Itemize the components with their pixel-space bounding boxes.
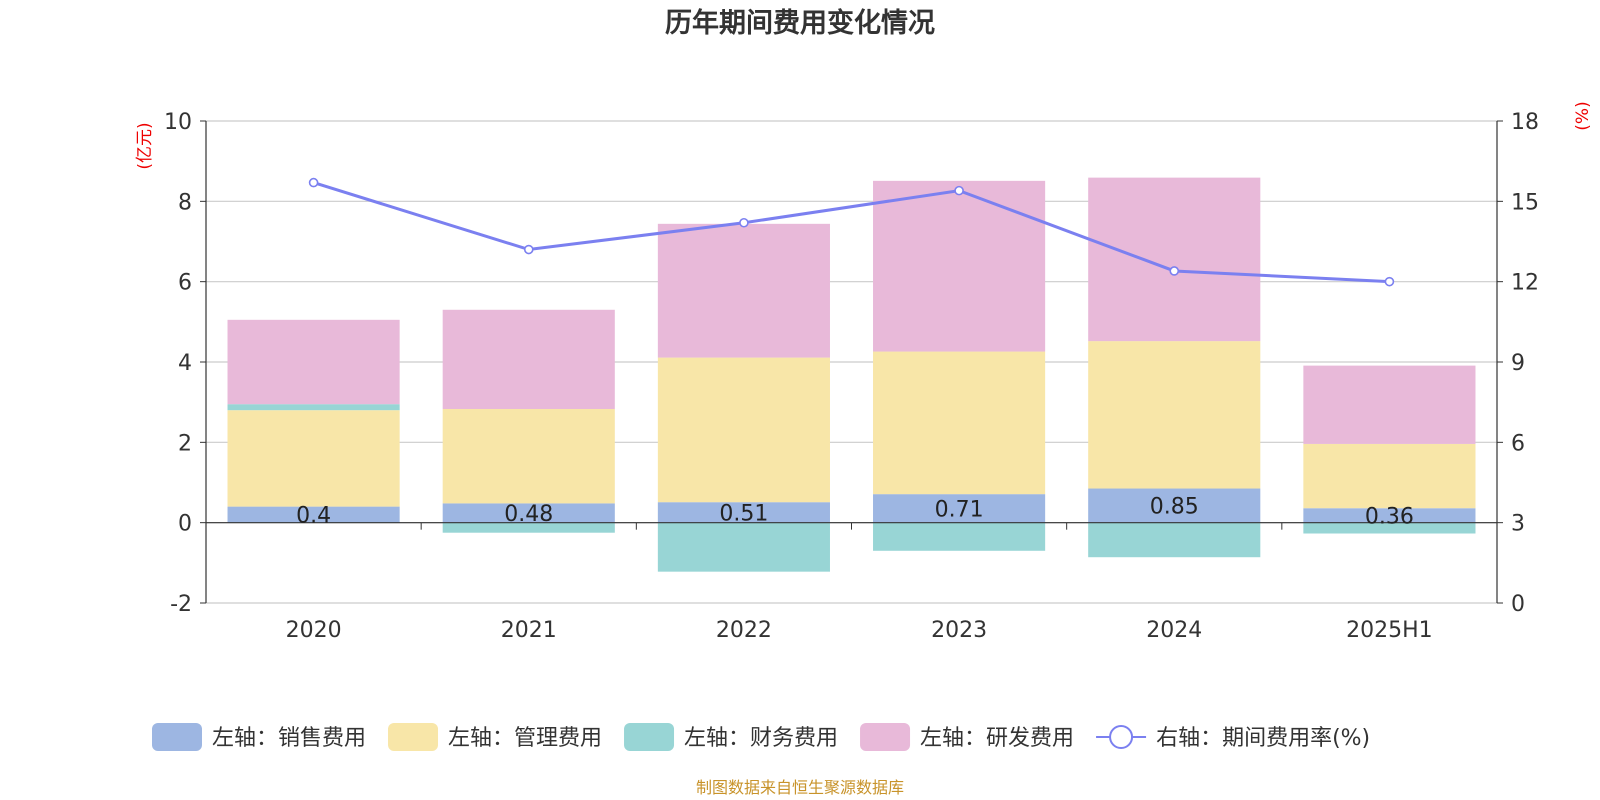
y-left-unit: (亿元) — [135, 122, 155, 169]
y-left-tick-label: 2 — [178, 431, 192, 456]
x-tick-label: 2024 — [1146, 618, 1202, 643]
bar-segment — [442, 522, 615, 533]
y-left-tick-label: 6 — [178, 271, 192, 296]
chart-title: 历年期间费用变化情况 — [665, 7, 935, 39]
y-right-tick-label: 9 — [1511, 351, 1525, 376]
y-axis-left: 10 8 6 4 2 0 -2 — [164, 110, 207, 617]
rate-point — [1169, 266, 1180, 276]
legend-item[interactable]: 右轴：期间费用率(%) — [1096, 725, 1370, 751]
y-left-tick-label: 10 — [164, 110, 192, 135]
legend-label: 右轴：期间费用率(%) — [1156, 726, 1370, 751]
y-left-tick-label: 4 — [178, 351, 192, 376]
y-right-tick-label: 12 — [1511, 271, 1539, 296]
legend-item[interactable]: 左轴：销售费用 — [152, 723, 366, 751]
legend-item[interactable]: 左轴：管理费用 — [388, 723, 602, 751]
bar-segment — [873, 351, 1046, 495]
x-tick-label: 2023 — [931, 618, 987, 643]
data-label: 0.48 — [504, 502, 553, 527]
bar-segment — [227, 410, 400, 507]
rate-point — [523, 244, 534, 255]
legend-swatch — [860, 723, 911, 751]
data-label: 0.36 — [1365, 504, 1414, 529]
y-right-tick-label: 3 — [1511, 512, 1525, 537]
bar-segment — [1088, 488, 1261, 523]
legend-item[interactable]: 左轴：研发费用 — [860, 723, 1074, 751]
bar-segment — [1303, 522, 1476, 534]
x-axis: 2020 2021 2022 2023 2024 2025H1 — [205, 522, 1498, 643]
y-right-tick-label: 15 — [1511, 190, 1539, 215]
rate-point — [954, 185, 964, 196]
bar-segment — [873, 494, 1046, 523]
x-tick-label: 2025H1 — [1346, 618, 1433, 643]
x-tick-label: 2021 — [501, 618, 557, 643]
bar-segment — [657, 502, 830, 523]
bar-segment — [227, 506, 400, 523]
data-labels: 0.4 0.48 0.51 0.71 0.85 0.36 — [296, 495, 1414, 530]
y-left-tick-label: -2 — [170, 592, 192, 617]
source-note: 制图数据来自恒生聚源数据库 — [696, 778, 904, 797]
bar-segment — [873, 522, 1046, 551]
bar-segment — [1088, 341, 1261, 489]
rate-point — [308, 177, 319, 188]
y-left-tick-label: 8 — [178, 190, 192, 215]
data-label: 0.71 — [935, 497, 984, 522]
bar-segment — [442, 309, 615, 409]
data-label: 0.85 — [1150, 495, 1199, 520]
x-tick-label: 2022 — [716, 618, 772, 643]
bar-segment — [873, 180, 1046, 352]
legend-marker — [1109, 725, 1134, 749]
bar-segment — [657, 223, 830, 358]
legend-label: 左轴：研发费用 — [920, 726, 1074, 751]
legend-swatch — [388, 723, 439, 751]
y-right-unit: (%) — [1573, 101, 1593, 130]
rate-line-path — [313, 181, 1390, 284]
bar-segment — [442, 408, 615, 504]
bar-segment — [657, 357, 830, 503]
bar-segment — [1303, 365, 1476, 444]
bar-segment — [442, 503, 615, 523]
bars — [227, 177, 1476, 572]
legend-swatch — [624, 723, 675, 751]
rate-line — [308, 177, 1395, 287]
y-left-tick-label: 0 — [178, 512, 192, 537]
x-tick-label: 2020 — [286, 618, 342, 643]
legend-label: 左轴：销售费用 — [212, 726, 366, 751]
rate-point — [1384, 276, 1395, 287]
y-right-tick-label: 18 — [1511, 110, 1539, 135]
y-right-tick-label: 0 — [1511, 592, 1525, 617]
bar-segment — [1088, 522, 1261, 558]
bar-segment — [1303, 508, 1476, 523]
bar-segment — [657, 522, 830, 572]
legend-label: 左轴：管理费用 — [448, 726, 602, 751]
legend-label: 左轴：财务费用 — [684, 726, 838, 751]
y-axis-right: 18 15 12 9 6 3 0 — [1496, 110, 1539, 617]
y-right-tick-label: 6 — [1511, 431, 1525, 456]
legend: 左轴：销售费用 左轴：管理费用 左轴：财务费用 左轴：研发费用 右轴：期间费用率(%) — [152, 723, 1370, 751]
data-label: 0.51 — [719, 501, 768, 526]
data-label: 0.4 — [296, 504, 331, 529]
legend-item[interactable]: 左轴：财务费用 — [624, 723, 838, 751]
legend-swatch — [152, 723, 202, 751]
bar-segment — [227, 319, 400, 405]
rate-point — [739, 217, 749, 228]
bar-segment — [1303, 443, 1476, 509]
bar-segment — [227, 404, 400, 411]
bar-segment — [1088, 177, 1261, 342]
